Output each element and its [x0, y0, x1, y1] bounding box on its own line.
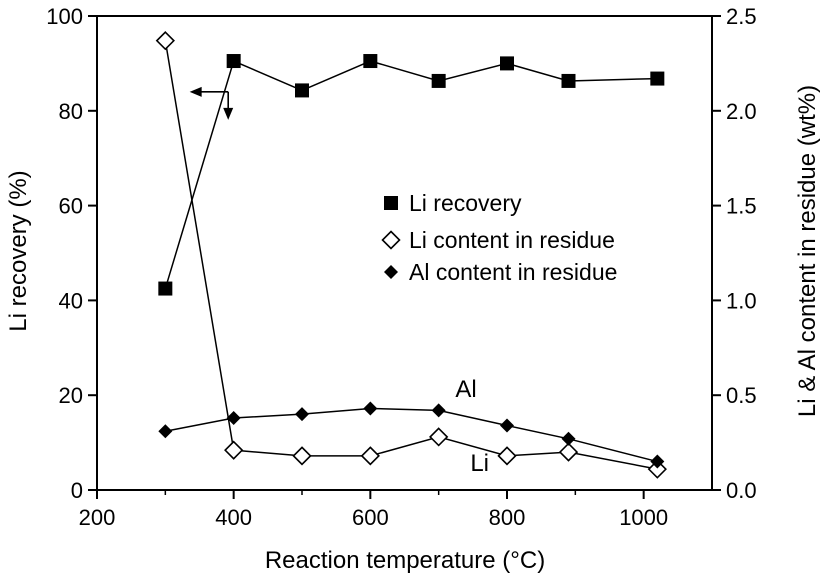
series-line — [165, 407, 658, 463]
series-annotation: Al — [455, 376, 476, 403]
series-line — [164, 40, 658, 470]
data-point — [500, 56, 514, 71]
data-point — [497, 446, 517, 466]
x-tick-label: 200 — [79, 505, 116, 530]
data-point — [650, 454, 665, 469]
data-point — [431, 403, 446, 418]
data-point — [295, 407, 309, 422]
data-point — [561, 73, 576, 88]
y-left-tick-label: 60 — [59, 194, 83, 219]
y-right-tick-label: 0.5 — [726, 383, 757, 408]
y-right-tick-label: 2.5 — [726, 4, 757, 29]
series-annotation: Li — [470, 450, 489, 477]
data-point — [226, 410, 241, 425]
data-point — [429, 427, 449, 447]
series-layer — [155, 31, 667, 479]
legend-label: Li recovery — [409, 190, 522, 216]
data-point — [500, 418, 514, 433]
series-1 — [155, 31, 667, 479]
data-point — [360, 446, 380, 466]
axis-arrow-stem-head — [223, 107, 234, 120]
legend-marker — [384, 265, 398, 279]
y-left-tick-label: 40 — [59, 288, 83, 313]
data-point — [647, 459, 667, 479]
x-tick-label: 800 — [489, 505, 526, 530]
data-point — [363, 401, 378, 416]
data-point — [431, 73, 446, 88]
data-point — [158, 424, 173, 439]
legend-marker — [384, 196, 398, 210]
y-right-tick-label: 1.0 — [726, 288, 757, 313]
data-point — [155, 31, 175, 51]
axis-arrow-head — [189, 86, 202, 97]
legend-marker — [381, 230, 401, 250]
x-axis-title: Reaction temperature (°C) — [265, 547, 545, 574]
y-axis-right-title: Li & Al content in residue (wt%) — [794, 85, 821, 417]
legend: Li recovery Li content in residue Al conte… — [381, 190, 617, 285]
data-point — [292, 446, 312, 466]
axes: 200 400 600 800 1000 0 20 40 60 80 100 0.0 0.5 1.0 1.5… — [46, 4, 756, 530]
series-line — [164, 60, 658, 289]
data-point — [224, 440, 244, 460]
data-point — [226, 54, 241, 69]
legend-label: Al content in residue — [409, 259, 617, 285]
series-2 — [158, 401, 665, 469]
x-tick-label: 400 — [215, 505, 252, 530]
x-tick-label: 1000 — [619, 505, 668, 530]
y-left-tick-label: 100 — [46, 4, 83, 29]
data-point — [558, 442, 579, 462]
y-right-tick-label: 1.5 — [726, 194, 757, 219]
y-right-tick-label: 2.0 — [726, 99, 757, 124]
x-tick-label: 600 — [352, 505, 389, 530]
y-axis-left-title: Li recovery (%) — [5, 170, 32, 331]
data-point — [650, 71, 665, 86]
y-left-tick-label: 20 — [59, 383, 83, 408]
data-point — [295, 83, 309, 98]
data-point — [158, 281, 173, 296]
data-point — [561, 431, 576, 446]
y-right-tick-label: 0.0 — [726, 478, 757, 503]
legend-label: Li content in residue — [409, 227, 615, 253]
annotations: Al Li — [189, 86, 489, 477]
y-left-tick-label: 0 — [71, 478, 83, 503]
data-point — [363, 54, 378, 69]
series-0 — [158, 54, 665, 296]
y-left-tick-label: 80 — [59, 99, 83, 124]
plot-frame — [96, 15, 713, 491]
